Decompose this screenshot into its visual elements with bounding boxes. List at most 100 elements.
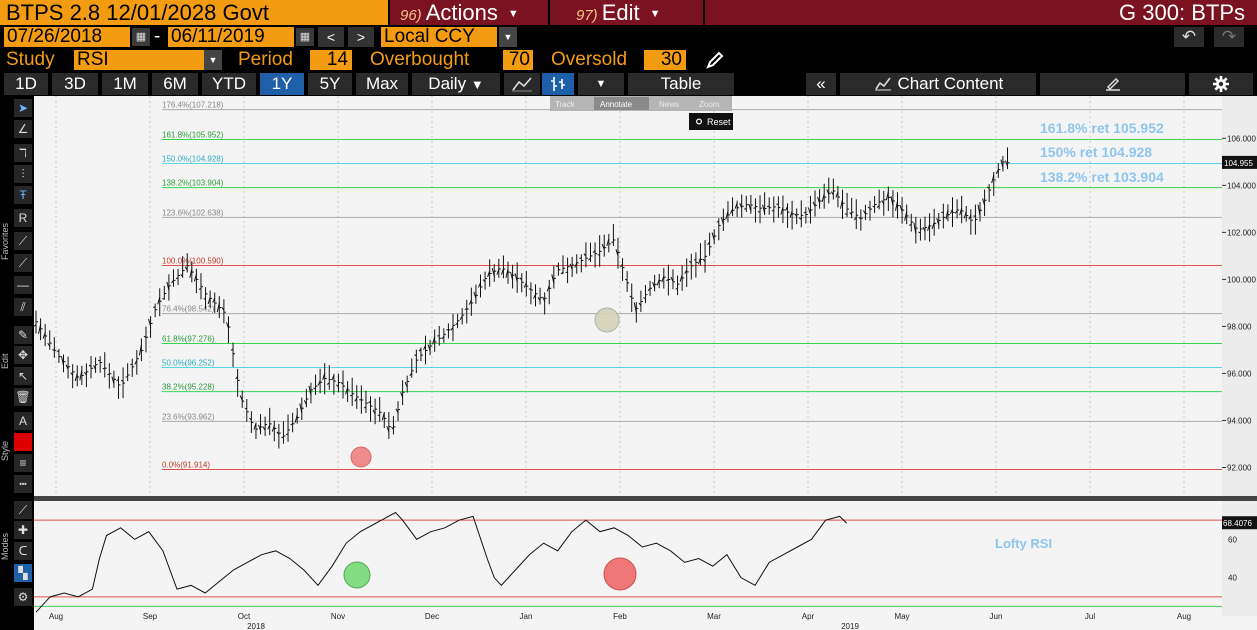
- price-bar-open: [322, 373, 326, 380]
- tab-5y[interactable]: 5Y: [308, 73, 352, 95]
- chart-content-button[interactable]: Chart Content: [840, 73, 1036, 95]
- line-weight-icon[interactable]: ≡: [14, 454, 32, 472]
- start-date-field[interactable]: 07/26/2018: [4, 27, 130, 47]
- price-bar-open: [491, 268, 495, 277]
- regression-icon[interactable]: R: [14, 209, 32, 227]
- tab-3d[interactable]: 3D: [52, 73, 98, 95]
- cursor-icon[interactable]: ➤: [14, 99, 32, 117]
- price-bar-open: [720, 217, 724, 225]
- currency-select[interactable]: Local CCY: [381, 27, 497, 47]
- pane-divider[interactable]: [34, 496, 1257, 501]
- settings-icon[interactable]: ⚙: [14, 588, 32, 606]
- text-icon[interactable]: A: [14, 412, 32, 430]
- study-select[interactable]: RSI: [74, 50, 204, 70]
- table-button[interactable]: Table: [628, 73, 734, 95]
- price-bar-open: [345, 387, 349, 395]
- price-bar-open: [207, 297, 211, 305]
- redo-icon[interactable]: ↷: [1214, 27, 1244, 47]
- line-tool-icon[interactable]: ∠: [14, 120, 32, 138]
- color-icon[interactable]: [14, 433, 32, 451]
- tab-1d[interactable]: 1D: [4, 73, 48, 95]
- price-bar-open: [537, 297, 541, 301]
- price-bar-open: [830, 191, 834, 196]
- actions-label: Actions: [425, 0, 498, 25]
- edit-chart-icon[interactable]: [1040, 73, 1185, 95]
- fib-retracement-icon[interactable]: Ŧ: [14, 186, 32, 204]
- ray-icon[interactable]: ⟋: [14, 254, 32, 272]
- price-bar-open: [588, 257, 591, 261]
- reset-button[interactable]: [689, 113, 733, 130]
- price-bar-open: [198, 287, 202, 290]
- x-tick-label: Jun: [990, 612, 1003, 621]
- price-chart[interactable]: 176.4%(107.218) 161.8%(105.952) 150.0%(104…: [33, 96, 1257, 630]
- price-bar-open: [798, 217, 802, 220]
- snap-icon[interactable]: ⟋: [14, 501, 32, 519]
- x-tick-label: Aug: [1177, 612, 1191, 621]
- price-bar-open: [414, 354, 417, 357]
- candle-chart-icon[interactable]: [542, 73, 574, 95]
- price-bar-open: [372, 409, 376, 415]
- x-tick-label: Oct: [238, 612, 251, 621]
- price-bar-open: [835, 191, 839, 198]
- line-style-icon[interactable]: ┅: [14, 475, 32, 493]
- news-button[interactable]: News: [659, 100, 679, 109]
- calendar-icon[interactable]: ▦: [296, 28, 314, 46]
- end-date-field[interactable]: 06/11/2019: [168, 27, 294, 47]
- fibonacci-icon[interactable]: ℸ: [14, 144, 32, 162]
- chevron-down-icon[interactable]: ▼: [204, 50, 222, 70]
- edit-menu[interactable]: 97) Edit ▼: [550, 0, 703, 25]
- frequency-select[interactable]: Daily ▼: [412, 73, 500, 95]
- pen-icon[interactable]: ✎: [14, 326, 32, 344]
- line-chart-icon[interactable]: [504, 73, 540, 95]
- low-marker: [350, 446, 372, 468]
- crosshair-icon[interactable]: ✚: [14, 521, 32, 539]
- tab-1y[interactable]: 1Y: [260, 73, 304, 95]
- price-bar-open: [950, 208, 953, 214]
- next-button[interactable]: >: [348, 27, 374, 47]
- price-bar-open: [65, 364, 69, 370]
- tab-1m[interactable]: 1M: [102, 73, 148, 95]
- date-separator: -: [154, 26, 161, 47]
- pointer-icon[interactable]: ↖: [14, 367, 32, 385]
- rsi-last-badge: [1222, 516, 1257, 530]
- trendline-icon[interactable]: ⟋: [14, 232, 32, 250]
- chart-panel[interactable]: 176.4%(107.218) 161.8%(105.952) 150.0%(104…: [33, 96, 1257, 630]
- channel-icon[interactable]: ⫽: [14, 298, 32, 316]
- last-price-badge: [1222, 155, 1257, 169]
- trash-icon[interactable]: 🗑: [14, 388, 32, 406]
- collapse-button[interactable]: «: [806, 73, 836, 95]
- prev-button[interactable]: <: [318, 27, 344, 47]
- tab-max[interactable]: Max: [356, 73, 408, 95]
- move-icon[interactable]: ✥: [14, 346, 32, 364]
- fib-extension-icon[interactable]: ⫶: [14, 165, 32, 183]
- last-price-label: 104.955: [1224, 159, 1253, 168]
- price-bar-open: [303, 400, 307, 405]
- calendar-icon[interactable]: ▦: [132, 28, 150, 46]
- period-field[interactable]: 14: [310, 50, 352, 70]
- settings-icon[interactable]: [1189, 73, 1253, 95]
- oversold-field[interactable]: 30: [644, 50, 686, 70]
- tab-ytd[interactable]: YTD: [202, 73, 256, 95]
- price-bar-open: [904, 211, 908, 221]
- price-bar-open: [702, 258, 706, 262]
- tab-6m[interactable]: 6M: [152, 73, 198, 95]
- chevron-down-icon[interactable]: ▼: [578, 73, 624, 95]
- horizontal-line-icon[interactable]: —: [14, 276, 32, 294]
- mode-icon[interactable]: ▚: [14, 564, 32, 582]
- track-button[interactable]: Track: [555, 100, 576, 109]
- fib-level-label: 123.6%(102.638): [162, 208, 224, 217]
- price-bar-open: [193, 274, 197, 282]
- actions-menu[interactable]: 96) Actions ▼: [390, 0, 548, 25]
- price-bar-open: [130, 363, 133, 366]
- price-bar-open: [633, 302, 637, 313]
- undo-icon[interactable]: ↶: [1174, 27, 1204, 47]
- price-bar-open: [606, 238, 610, 247]
- zoom-button[interactable]: Zoom: [699, 100, 720, 109]
- security-title[interactable]: BTPS 2.8 12/01/2028 Govt: [0, 0, 388, 25]
- chevron-down-icon[interactable]: ▼: [499, 27, 517, 47]
- overbought-field[interactable]: 70: [503, 50, 533, 70]
- magnet-icon[interactable]: ᑕ: [14, 542, 32, 560]
- annotate-button[interactable]: Annotate: [600, 100, 633, 109]
- price-bar-open: [523, 282, 527, 288]
- pencil-icon[interactable]: [704, 50, 726, 70]
